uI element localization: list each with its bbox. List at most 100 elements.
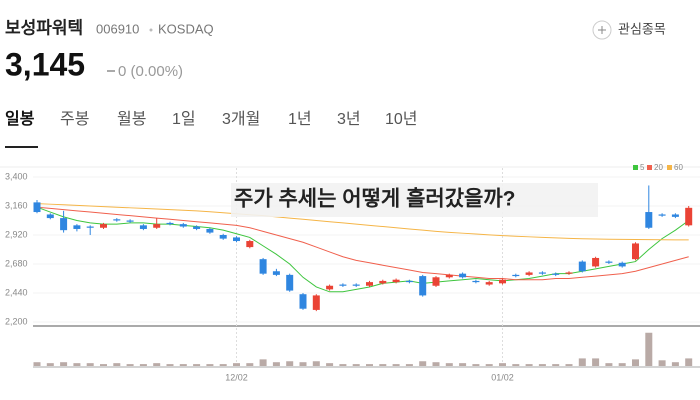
volume-bar — [86, 363, 94, 366]
volume-bar — [645, 332, 653, 366]
volume-bar — [685, 358, 693, 366]
volume-bar — [605, 363, 613, 366]
candle-body — [139, 225, 147, 229]
volume-bar — [33, 362, 41, 366]
volume-bar — [179, 364, 187, 366]
watch-button[interactable]: 관심종목 — [592, 20, 666, 40]
volume-bar — [60, 362, 68, 366]
volume-bar — [565, 364, 573, 366]
volume-bar — [153, 363, 161, 366]
volume-bar — [126, 364, 134, 366]
y-tick-label: 2,680 — [5, 258, 28, 268]
candle-body — [538, 272, 546, 274]
watch-label[interactable]: 관심종목 — [618, 21, 666, 36]
tab[interactable]: 주봉 — [60, 111, 89, 128]
legend-label: 20 — [654, 163, 663, 172]
separator — [149, 28, 153, 32]
volume-bar — [419, 361, 427, 366]
plus — [598, 26, 606, 34]
volume-bar — [100, 364, 107, 366]
market: KOSDAQ — [158, 21, 214, 36]
legend-label: 60 — [674, 163, 683, 172]
volume-bar — [299, 362, 307, 366]
tab[interactable]: 1일 — [172, 110, 196, 128]
volume-bar — [432, 362, 440, 366]
volume-bar — [392, 364, 400, 366]
tab[interactable]: 1년 — [288, 110, 312, 128]
candle-body — [46, 214, 54, 219]
legend-swatch — [633, 165, 638, 170]
y-tick-label: 2,920 — [5, 229, 28, 239]
tab[interactable]: 월봉 — [117, 110, 146, 128]
volume-bar — [485, 364, 493, 366]
candle-body — [233, 237, 240, 242]
volume-bar — [552, 364, 560, 366]
volume-bar — [73, 363, 81, 366]
candle-body — [565, 272, 573, 274]
y-tick-label: 2,440 — [5, 287, 28, 297]
volume-bar — [512, 364, 520, 366]
candle-body — [33, 202, 41, 213]
candle-body — [459, 273, 467, 278]
ma-line — [36, 203, 689, 241]
volume-bar — [618, 363, 626, 366]
volume-bar — [219, 364, 227, 366]
candle-body — [219, 235, 227, 239]
volume-bar — [658, 360, 666, 366]
legend-label: 5 — [640, 163, 645, 172]
candle-body — [645, 212, 653, 228]
tab[interactable]: 3개월 — [222, 110, 260, 128]
y-tick-label: 3,160 — [5, 200, 28, 210]
candle-body — [618, 262, 626, 267]
candle-body — [100, 224, 107, 228]
tab[interactable]: 일봉 — [5, 110, 35, 128]
overlay-text: 주가 추세는 어떻게 흘러갔을까? — [234, 187, 516, 211]
candle-body — [366, 282, 373, 286]
volume-bar — [525, 364, 533, 366]
candle-body — [113, 219, 121, 221]
candle-body — [445, 274, 453, 278]
volume-bar — [312, 361, 320, 366]
candle-body — [632, 243, 639, 260]
volume-bar — [379, 364, 387, 366]
candle-body — [472, 280, 480, 283]
candle-body — [246, 241, 254, 248]
candle-body — [658, 214, 666, 216]
tab[interactable]: 10년 — [385, 110, 418, 128]
candle-body — [499, 279, 506, 284]
candle-body — [126, 220, 134, 222]
candle-body — [153, 224, 161, 228]
candle-body — [60, 218, 68, 231]
volume-bar — [326, 363, 334, 366]
candle-body — [352, 284, 360, 286]
volume-bar — [339, 364, 347, 366]
y-tick-label: 2,200 — [5, 316, 28, 326]
candle-body — [605, 261, 613, 263]
volume-bar — [538, 364, 546, 366]
volume-bar — [405, 364, 413, 366]
change: 0 (0.00%) — [118, 63, 183, 80]
candle-body — [525, 272, 533, 275]
candle-body — [671, 214, 679, 217]
legend-swatch — [667, 165, 672, 170]
volume-bar — [459, 363, 467, 366]
volume-bar — [445, 363, 453, 366]
volume-bar — [472, 364, 480, 366]
volume-bar — [272, 362, 280, 366]
candle-body — [299, 294, 307, 309]
x-tick-label: 12/02 — [225, 372, 248, 382]
legend-swatch — [647, 165, 652, 170]
tab[interactable]: 3년 — [337, 110, 361, 128]
volume-bar — [259, 359, 267, 366]
volume-bar — [206, 364, 214, 366]
stock-code: 006910 — [96, 21, 139, 36]
candle-body — [419, 276, 427, 296]
candle-body — [552, 273, 560, 275]
volume-bar — [233, 363, 240, 366]
candle-body — [286, 274, 294, 291]
volume-bar — [366, 364, 373, 366]
volume-bar — [246, 363, 254, 366]
candle-body — [392, 279, 400, 283]
ma-line — [36, 206, 689, 281]
